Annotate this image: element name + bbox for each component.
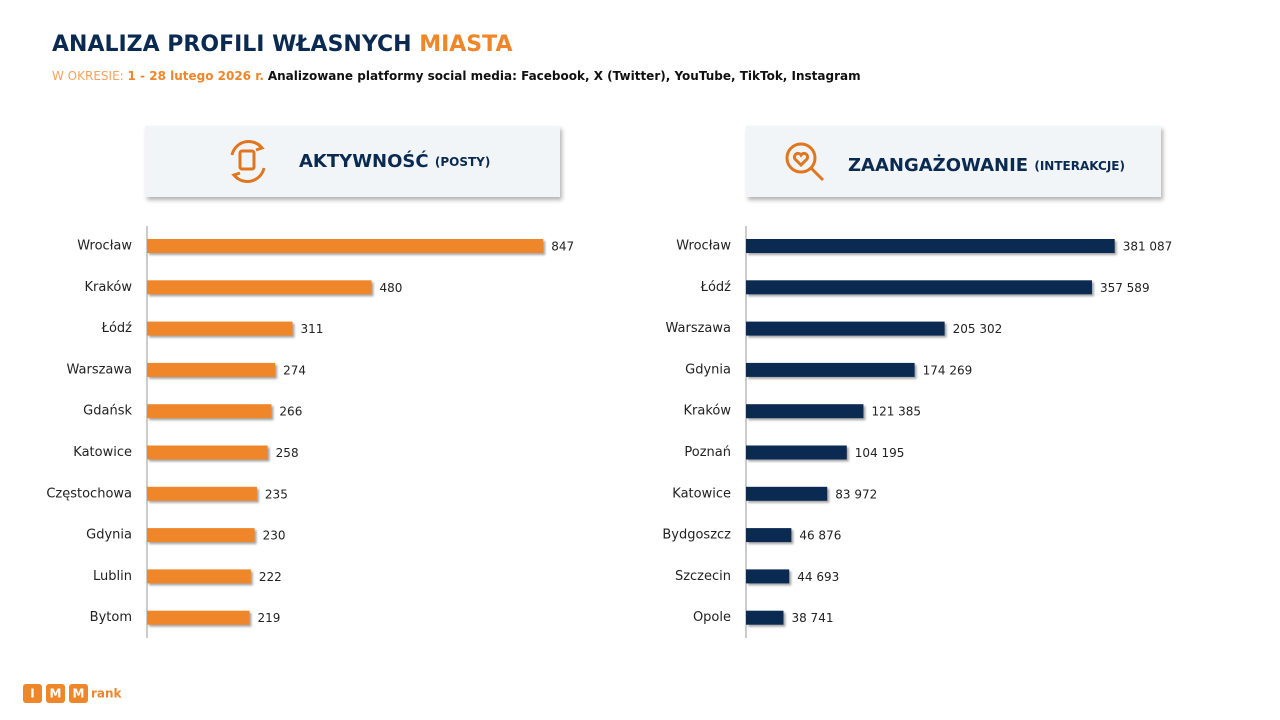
category-label: Warszawa	[67, 362, 133, 377]
value-label: 311	[300, 322, 323, 336]
category-label: Łódź	[101, 321, 133, 336]
bar	[147, 321, 293, 336]
value-label: 266	[279, 405, 302, 419]
logo-letter: M	[50, 687, 62, 701]
bar	[147, 486, 257, 501]
platforms: Analizowane platformy social media: Face…	[268, 69, 861, 83]
bar	[746, 569, 790, 584]
category-label: Poznań	[684, 445, 731, 460]
category-label: Częstochowa	[46, 486, 132, 501]
category-label: Gdynia	[86, 528, 132, 543]
title-highlight: MIASTA	[419, 32, 512, 57]
logo-box	[46, 684, 65, 703]
bar	[746, 280, 1092, 295]
category-label: Szczecin	[675, 569, 731, 584]
bar	[147, 610, 250, 625]
category-label: Gdynia	[685, 362, 731, 377]
title: ANALIZA PROFILI WŁASNYCH MIASTA	[52, 32, 512, 57]
bar	[746, 404, 864, 419]
icon-activity	[230, 140, 266, 183]
category-label: Katowice	[672, 486, 731, 501]
bar	[746, 321, 945, 336]
value-label: 230	[263, 529, 286, 543]
value-label: 222	[259, 570, 282, 584]
bar	[147, 445, 268, 460]
logo-letter: M	[73, 687, 85, 701]
category-label: Kraków	[684, 404, 732, 419]
value-label: 847	[551, 240, 574, 254]
category-label: Katowice	[73, 445, 132, 460]
panel-title-sub: (POSTY)	[435, 155, 490, 169]
subtitle: W OKRESIE: 1 - 28 lutego 2026 r. Analizo…	[52, 69, 861, 83]
value-label: 46 876	[799, 529, 841, 543]
category-label: Gdańsk	[83, 404, 132, 419]
bar	[147, 569, 251, 584]
bar	[746, 528, 792, 543]
bar	[746, 239, 1115, 253]
value-label: 480	[380, 281, 403, 295]
category-label: Warszawa	[666, 321, 732, 336]
bar	[147, 239, 544, 253]
value-label: 258	[276, 446, 299, 460]
category-label: Lublin	[93, 569, 132, 584]
category-label: Kraków	[85, 280, 133, 295]
value-label: 357 589	[1100, 281, 1150, 295]
category-label: Wrocław	[77, 239, 132, 254]
bar	[746, 362, 915, 377]
value-label: 83 972	[835, 487, 877, 501]
panel-title-sub: (INTERAKCJE)	[1034, 159, 1125, 173]
logo-box	[69, 684, 88, 703]
panel	[145, 126, 560, 197]
bar	[147, 362, 276, 377]
value-label: 274	[283, 363, 306, 377]
panel-title: ZAANGAŻOWANIE (INTERAKCJE)	[848, 154, 1125, 176]
value-label: 219	[257, 611, 280, 625]
icon-engagement	[785, 142, 825, 182]
category-label: Łódź	[700, 280, 732, 295]
value-label: 235	[265, 487, 288, 501]
category-label: Bydgoszcz	[662, 528, 731, 543]
period-label: W OKRESIE:	[52, 69, 124, 83]
bar	[147, 280, 372, 295]
panel-title: AKTYWNOŚĆ (POSTY)	[299, 150, 490, 172]
value-label: 44 693	[797, 570, 839, 584]
logo-text: rank	[91, 687, 123, 701]
category-label: Wrocław	[676, 239, 731, 254]
value-label: 38 741	[791, 611, 833, 625]
category-label: Bytom	[90, 610, 132, 625]
panel-title-main: AKTYWNOŚĆ	[299, 150, 429, 172]
period: 1 - 28 lutego 2026 r.	[128, 69, 264, 83]
value-label: 104 195	[855, 446, 905, 460]
value-label: 174 269	[923, 363, 973, 377]
category-label: Opole	[693, 610, 731, 625]
bar	[746, 445, 847, 460]
logo: I M M rank	[23, 684, 123, 703]
value-label: 381 087	[1123, 240, 1173, 254]
bar	[147, 404, 272, 419]
title-main: ANALIZA PROFILI WŁASNYCH	[52, 32, 412, 57]
bar	[147, 528, 255, 543]
value-label: 205 302	[953, 322, 1003, 336]
logo-box	[23, 684, 42, 703]
panel-title-main: ZAANGAŻOWANIE	[848, 154, 1028, 176]
logo-letter: I	[30, 687, 34, 701]
value-label: 121 385	[871, 405, 921, 419]
bar	[746, 610, 784, 625]
bar	[746, 486, 828, 501]
